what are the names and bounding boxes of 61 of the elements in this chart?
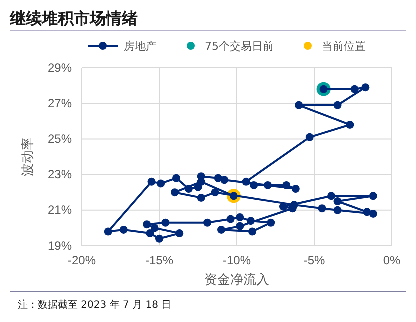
point xyxy=(334,198,342,206)
point xyxy=(267,218,276,227)
legend-label: 当前位置 xyxy=(322,40,366,53)
point xyxy=(157,180,166,188)
chart-title: 继续堆积市场情绪 xyxy=(9,9,138,28)
point xyxy=(250,181,258,190)
y-axis-title: 波动率 xyxy=(20,138,36,176)
point xyxy=(248,228,256,236)
point xyxy=(171,188,179,197)
point xyxy=(242,178,250,186)
point xyxy=(148,178,156,186)
point xyxy=(362,84,370,92)
y-tick-label: 19% xyxy=(48,238,72,253)
point xyxy=(172,174,181,182)
point xyxy=(295,101,303,110)
x-tick-label: 0% xyxy=(383,254,401,268)
point xyxy=(146,230,154,238)
point xyxy=(211,188,220,197)
point xyxy=(204,218,212,227)
legend-label: 75个交易日前 xyxy=(205,40,274,53)
point xyxy=(162,218,170,227)
point xyxy=(156,234,164,243)
x-tick-label: -5% xyxy=(304,254,326,268)
point xyxy=(280,202,288,211)
y-tick-label: 27% xyxy=(48,96,72,110)
point xyxy=(120,226,128,234)
point xyxy=(292,185,300,194)
legend-label: 房地产 xyxy=(124,40,157,53)
point xyxy=(246,217,255,226)
x-tick-label: -20% xyxy=(68,254,96,268)
y-tick-label: 21% xyxy=(48,203,72,218)
point xyxy=(318,204,326,213)
point xyxy=(290,201,298,210)
y-tick-label: 23% xyxy=(48,168,72,182)
point xyxy=(197,194,206,202)
point xyxy=(218,226,226,234)
point xyxy=(214,174,222,182)
point xyxy=(282,181,291,190)
point xyxy=(369,192,378,200)
point xyxy=(236,214,244,222)
point xyxy=(226,215,235,224)
point xyxy=(369,210,378,218)
text: 注：数据截至 2023 年 7 月 18 日 xyxy=(18,299,172,311)
point xyxy=(104,228,112,236)
point xyxy=(306,133,314,142)
y-tick-label: 25% xyxy=(48,132,72,146)
point xyxy=(334,101,342,110)
x-axis-title: 资金净流入 xyxy=(204,272,270,288)
point xyxy=(143,220,152,229)
point xyxy=(264,181,272,190)
point xyxy=(150,224,159,232)
y-tick-label: 29% xyxy=(48,60,72,75)
x-tick-label: -15% xyxy=(145,254,174,268)
point xyxy=(346,120,354,129)
point xyxy=(328,192,336,200)
point xyxy=(236,222,244,230)
point xyxy=(334,206,342,214)
x-tick-label: -10% xyxy=(222,254,252,268)
point xyxy=(350,85,359,94)
point xyxy=(184,185,193,194)
point xyxy=(176,230,184,238)
